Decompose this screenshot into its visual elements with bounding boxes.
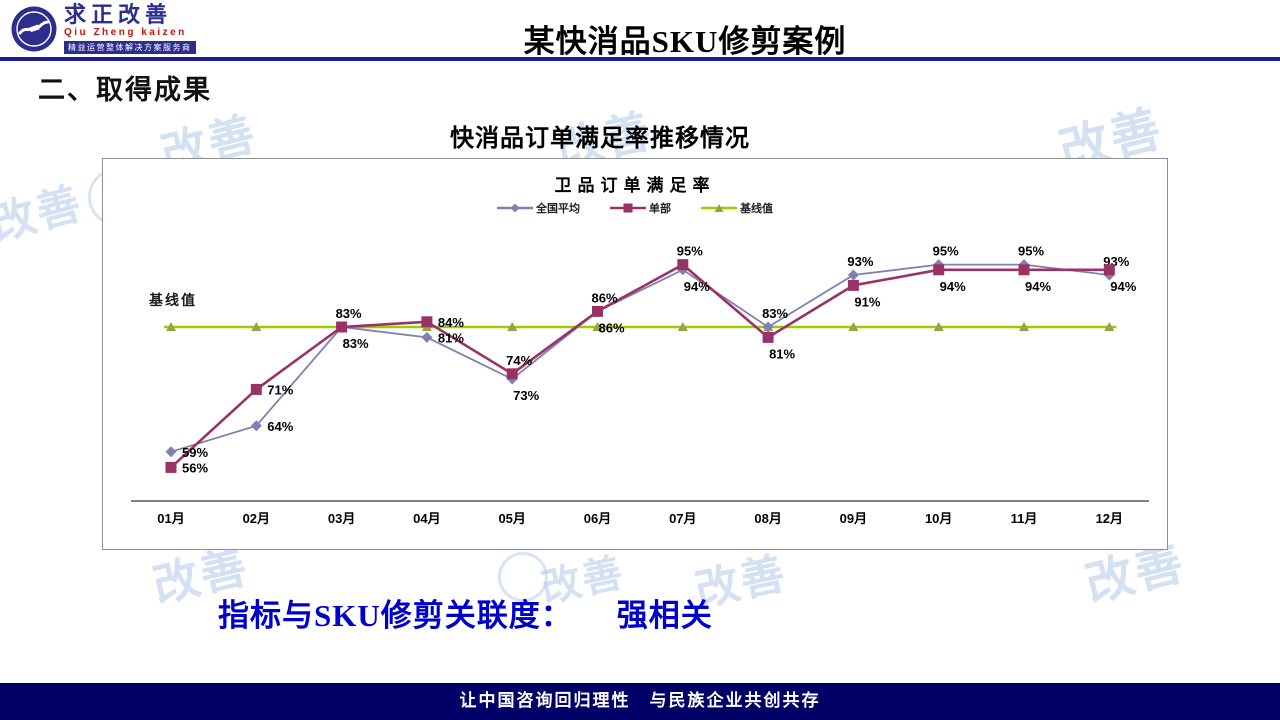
x-axis-tick-label: 09月 bbox=[840, 511, 867, 526]
data-point-label: 74% bbox=[506, 353, 532, 368]
data-point-label: 81% bbox=[769, 346, 795, 361]
data-point bbox=[506, 368, 518, 380]
legend-item: 基线值 bbox=[701, 200, 773, 216]
legend-swatch-triangle-icon bbox=[701, 204, 737, 212]
data-point-label: 73% bbox=[513, 388, 539, 403]
baseline-marker bbox=[677, 322, 688, 331]
data-point-label: 95% bbox=[933, 244, 959, 259]
conclusion-value: 强相关 bbox=[616, 598, 713, 633]
baseline-marker bbox=[1104, 322, 1115, 331]
x-axis-tick-label: 05月 bbox=[498, 511, 525, 526]
series-line-全国平均 bbox=[170, 263, 1110, 453]
data-point-label: 81% bbox=[438, 330, 464, 345]
line-chart-plot: 01月 02月 03月 04月 05月 06月 07月 08月 09月 10月 11月 12月 基线值 5… bbox=[131, 244, 1149, 526]
baseline-marker bbox=[166, 322, 176, 331]
legend-label: 基线值 bbox=[740, 203, 773, 215]
data-point bbox=[762, 321, 774, 333]
x-axis-tick-label: 03月 bbox=[328, 511, 355, 526]
baseline-marker bbox=[1019, 322, 1029, 331]
data-point-label: 64% bbox=[267, 419, 293, 434]
watermark-text: 改善 bbox=[0, 177, 89, 251]
logo-name-en: Qiu Zheng kaizen bbox=[64, 27, 187, 38]
logo-tagline: 精益运营整体解决方案服务商 bbox=[64, 41, 196, 54]
x-axis-tick-label: 10月 bbox=[925, 511, 952, 526]
data-point bbox=[336, 321, 348, 333]
data-point-label: 83% bbox=[343, 336, 369, 351]
section-heading: 二、取得成果 bbox=[38, 75, 212, 105]
data-point-label: 95% bbox=[677, 244, 703, 259]
data-point-label: 86% bbox=[591, 290, 617, 305]
x-axis-tick-label: 11月 bbox=[1011, 511, 1038, 526]
x-axis-tick-label: 12月 bbox=[1096, 511, 1123, 526]
data-point-label: 84% bbox=[438, 315, 464, 330]
footer-slogan-bar: 让中国咨询回归理性 与民族企业共创共存 bbox=[0, 683, 1280, 720]
conclusion-line: 指标与SKU修剪关联度： 强相关 bbox=[218, 590, 713, 635]
watermark-ring bbox=[498, 552, 548, 602]
legend-label: 单部 bbox=[649, 203, 671, 215]
data-point-label: 91% bbox=[854, 294, 880, 309]
data-point-label: 71% bbox=[267, 382, 293, 397]
data-point bbox=[421, 316, 433, 328]
data-point-label: 83% bbox=[762, 306, 788, 321]
baseline-marker bbox=[592, 322, 603, 331]
x-axis-tick-label: 06月 bbox=[584, 511, 611, 526]
data-point-label: 94% bbox=[1110, 279, 1136, 294]
data-point bbox=[933, 264, 945, 276]
conclusion-label: 指标与SKU修剪关联度： bbox=[218, 598, 573, 633]
header-divider bbox=[0, 57, 1280, 61]
series-line-单部 bbox=[170, 263, 1110, 469]
data-point bbox=[592, 305, 603, 317]
data-point-label: 86% bbox=[598, 320, 624, 335]
data-point bbox=[1018, 264, 1030, 276]
chart-heading: 快消品订单满足率推移情况 bbox=[450, 125, 750, 152]
data-point-label: 56% bbox=[182, 460, 208, 475]
data-point bbox=[250, 420, 262, 432]
data-point-label: 83% bbox=[336, 306, 362, 321]
data-point bbox=[847, 279, 859, 291]
x-axis-tick-label: 07月 bbox=[669, 511, 696, 526]
logo-emblem-icon bbox=[11, 6, 57, 52]
data-point-label: 59% bbox=[182, 445, 208, 460]
company-logo: 求正改善 Qiu Zheng kaizen 精益运营整体解决方案服务商 bbox=[10, 4, 196, 54]
x-axis-tick-label: 04月 bbox=[413, 511, 440, 526]
data-point bbox=[250, 383, 262, 395]
baseline-marker bbox=[507, 322, 518, 331]
data-point-label: 94% bbox=[940, 279, 966, 294]
data-point bbox=[165, 446, 177, 458]
data-point bbox=[165, 461, 177, 473]
data-point bbox=[762, 331, 774, 343]
data-point bbox=[847, 269, 859, 281]
data-point-label: 93% bbox=[847, 254, 873, 269]
chart-area: 01月 02月 03月 04月 05月 06月 07月 08月 09月 10月 11月 12月 基线值 5… bbox=[102, 158, 1168, 550]
data-point bbox=[421, 331, 433, 343]
legend-swatch-diamond-icon bbox=[497, 203, 533, 213]
baseline-marker bbox=[848, 322, 859, 331]
page-title: 某快消品SKU修剪案例 bbox=[523, 24, 847, 59]
baseline-marker bbox=[933, 322, 944, 331]
baseline-marker bbox=[251, 322, 262, 331]
data-point-label: 94% bbox=[684, 279, 710, 294]
logo-name-cn: 求正改善 bbox=[64, 2, 173, 27]
data-point-label: 95% bbox=[1018, 244, 1044, 259]
footer-slogan: 让中国咨询回归理性 与民族企业共创共存 bbox=[459, 691, 821, 710]
legend-swatch-square-icon bbox=[610, 203, 646, 213]
legend-item: 全国平均 bbox=[497, 200, 580, 216]
chart-legend: 全国平均 单部 基线值 bbox=[103, 200, 1167, 216]
data-point bbox=[677, 259, 689, 271]
data-point bbox=[1103, 264, 1115, 276]
legend-item: 单部 bbox=[610, 200, 671, 216]
chart-inner-title: 卫品订单满足率 bbox=[554, 176, 716, 195]
data-point-label: 94% bbox=[1025, 279, 1051, 294]
legend-label: 全国平均 bbox=[536, 203, 580, 215]
baseline-label: 基线值 bbox=[149, 292, 197, 308]
x-axis-tick-label: 01月 bbox=[157, 511, 184, 526]
x-axis-tick-label: 08月 bbox=[754, 511, 781, 526]
x-axis-tick-label: 02月 bbox=[243, 511, 270, 526]
